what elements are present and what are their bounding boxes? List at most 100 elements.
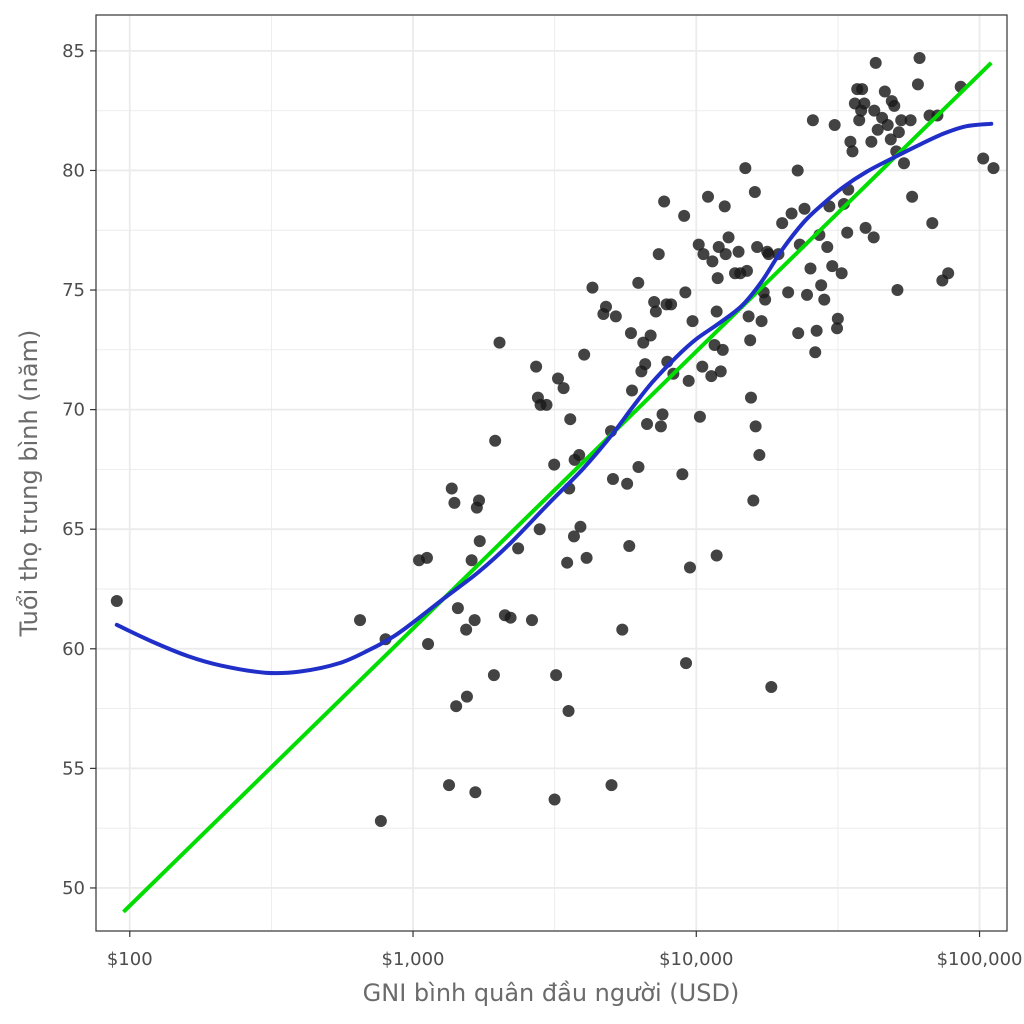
data-point [742, 310, 755, 323]
data-point [658, 195, 671, 208]
data-point [865, 135, 878, 148]
data-point [626, 384, 638, 397]
y-axis-title: Tuổi thọ trung bình (năm) [15, 330, 43, 638]
data-point [696, 360, 709, 373]
fit-lines [114, 61, 994, 914]
data-point [573, 449, 586, 462]
data-point [665, 298, 678, 311]
data-point [473, 535, 486, 548]
data-point [718, 200, 731, 213]
data-point [578, 348, 591, 361]
x-tick-label: $100 [107, 949, 153, 970]
data-point [747, 494, 760, 507]
data-point [835, 267, 848, 280]
data-point [831, 322, 844, 335]
data-point [621, 477, 634, 490]
data-point [782, 286, 795, 299]
data-point [693, 410, 706, 423]
data-point [867, 231, 880, 244]
data-point [451, 602, 464, 615]
data-point [753, 449, 766, 462]
data-point [679, 286, 692, 299]
data-point [445, 482, 458, 495]
data-point [856, 83, 869, 96]
data-point [616, 623, 629, 636]
data-point [891, 284, 904, 297]
data-point [586, 281, 599, 294]
data-point [530, 360, 543, 373]
data-point [678, 209, 691, 222]
data-point [714, 365, 727, 378]
data-point [804, 262, 817, 275]
data-point [751, 240, 764, 253]
y-tick-label: 60 [62, 639, 85, 660]
data-point [710, 549, 723, 562]
data-point [644, 329, 657, 342]
data-point [552, 372, 565, 385]
data-point [420, 551, 433, 564]
data-point [716, 343, 729, 356]
data-point [884, 133, 897, 146]
data-point [580, 551, 593, 564]
data-point [623, 539, 636, 552]
data-point [374, 814, 387, 827]
data-point [641, 417, 654, 430]
data-points [110, 52, 1000, 827]
data-point [869, 56, 882, 69]
data-point [632, 276, 645, 289]
data-point [606, 472, 619, 485]
data-point [881, 119, 894, 132]
data-point [837, 197, 850, 210]
x-axis-title: GNI bình quân đầu người (USD) [363, 979, 740, 1007]
data-point [759, 293, 772, 306]
data-point [702, 190, 715, 203]
data-point [609, 310, 622, 323]
data-point [888, 99, 901, 112]
data-point [859, 221, 872, 234]
data-point [719, 248, 732, 261]
y-axis-ticks: 50 55 60 65 70 75 80 85 [62, 41, 96, 899]
data-point [632, 461, 645, 474]
data-point [987, 162, 1000, 175]
data-point [792, 327, 805, 340]
data-point [942, 267, 955, 280]
linear-regression-line [122, 61, 993, 914]
data-point [567, 530, 580, 543]
data-point [977, 152, 990, 165]
data-point [692, 238, 705, 251]
data-point [676, 468, 689, 481]
data-point [637, 336, 650, 349]
data-point [574, 520, 587, 533]
data-point [422, 638, 435, 650]
data-point [654, 420, 667, 433]
data-point [706, 255, 719, 268]
data-point [841, 226, 854, 239]
data-point [878, 85, 891, 98]
data-point [525, 614, 538, 627]
data-point [465, 554, 478, 567]
data-point [557, 382, 570, 395]
x-axis-ticks: $100 $1,000 $10,000 $100,000 [107, 931, 1022, 970]
data-point [639, 358, 652, 371]
data-point [705, 370, 718, 383]
data-point [561, 556, 574, 569]
y-tick-label: 75 [62, 280, 85, 301]
data-point [493, 336, 506, 349]
data-point [599, 300, 612, 313]
data-point [354, 614, 367, 627]
data-point [831, 312, 844, 325]
data-point [548, 793, 561, 806]
data-point [740, 264, 753, 277]
y-tick-label: 85 [62, 41, 85, 62]
data-point [548, 458, 561, 471]
data-point [722, 231, 735, 244]
data-point [791, 164, 804, 177]
data-point [897, 157, 910, 170]
y-tick-label: 80 [62, 160, 85, 181]
data-point [469, 786, 482, 799]
data-point [550, 669, 563, 682]
data-point [473, 494, 486, 507]
major-gridlines [96, 15, 1007, 931]
data-point [871, 123, 884, 136]
